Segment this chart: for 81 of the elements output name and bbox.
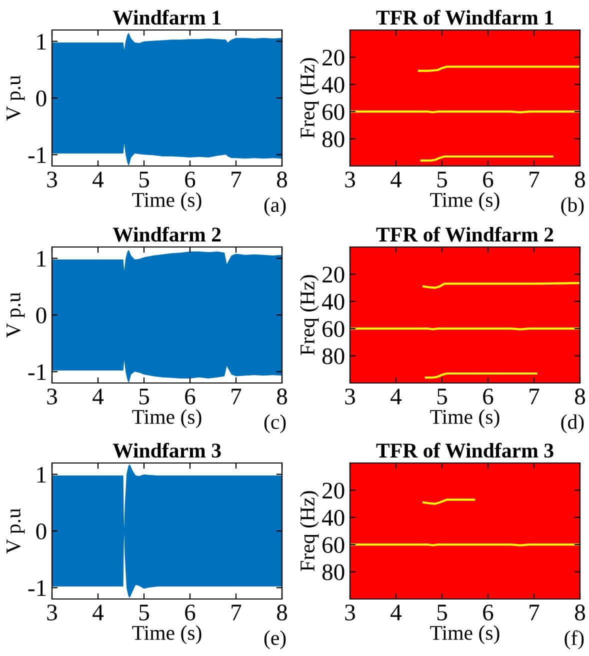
y-tick-label: -1 (28, 147, 46, 163)
y-axis-title: Freq (Hz) (300, 58, 319, 138)
y-tick-label: -1 (28, 580, 46, 596)
x-tick-label: 4 (390, 172, 402, 188)
x-tick-label: 4 (92, 172, 104, 188)
x-tick-label: 3 (345, 172, 355, 188)
x-axis-title: Time (s) (132, 409, 202, 428)
x-tick-label: 8 (276, 388, 288, 404)
y-tick-label: 60 (322, 104, 344, 120)
x-tick-label: 7 (232, 604, 242, 620)
y-tick-label: 80 (322, 131, 344, 148)
y-tick-label: 60 (322, 537, 344, 554)
x-tick-label: 4 (92, 604, 104, 620)
x-axis-title: Time (s) (430, 192, 500, 212)
chart-title: Windfarm 1 (112, 10, 220, 25)
x-tick-label: 5 (437, 388, 447, 404)
y-tick-label: 20 (322, 266, 344, 283)
chart-title: Windfarm 3 (112, 442, 221, 458)
x-tick-label: 6 (483, 388, 494, 404)
text: (f) (564, 630, 584, 650)
y-tick-label: 40 (322, 510, 344, 526)
y-axis-title: Freq (Hz) (300, 275, 319, 356)
chart-title: TFR of Windfarm 3 (376, 442, 554, 458)
y-axis-title: Freq (Hz) (300, 491, 319, 572)
y-tick-label: 1 (37, 34, 46, 50)
x-tick-label: 4 (92, 388, 104, 404)
x-tick-label: 4 (390, 604, 402, 620)
x-tick-label: 6 (185, 172, 196, 188)
x-tick-label: 8 (574, 388, 586, 404)
text: (a) (264, 197, 286, 216)
x-tick-label: 6 (185, 388, 196, 404)
y-tick-label: 1 (37, 466, 46, 483)
text: (d) (561, 414, 584, 434)
y-tick-label: 40 (322, 76, 344, 93)
y-axis-title: V p.u (6, 508, 25, 554)
x-tick-label: 4 (390, 388, 402, 404)
y-tick-label: 1 (37, 250, 46, 267)
text: (b) (561, 197, 584, 216)
x-tick-label: 8 (276, 172, 288, 188)
x-tick-label: 8 (276, 604, 288, 620)
y-axis-title: V p.u (6, 75, 25, 121)
y-tick-label: 80 (322, 348, 344, 364)
y-tick-label: 0 (36, 307, 46, 324)
y-tick-label: 80 (322, 564, 344, 580)
chart-title: TFR of Windfarm 2 (376, 226, 554, 242)
chart-title: Windfarm 2 (112, 226, 221, 242)
x-tick-label: 7 (530, 172, 540, 188)
x-tick-label: 8 (574, 172, 586, 188)
x-tick-label: 6 (185, 604, 196, 620)
x-tick-label: 6 (483, 172, 494, 188)
x-tick-label: 8 (574, 604, 586, 620)
y-tick-label: 20 (322, 50, 344, 66)
y-tick-label: 0 (36, 90, 46, 106)
x-tick-label: 5 (437, 172, 447, 188)
y-tick-label: 20 (322, 482, 344, 499)
x-axis-title: Time (s) (132, 625, 202, 644)
x-tick-label: 3 (47, 172, 57, 188)
chart-title: TFR of Windfarm 1 (376, 10, 553, 25)
x-tick-label: 3 (345, 388, 355, 404)
y-tick-label: -1 (28, 364, 46, 380)
x-tick-label: 5 (139, 388, 149, 404)
x-tick-label: 7 (530, 604, 540, 620)
x-tick-label: 7 (232, 388, 242, 404)
x-tick-label: 7 (530, 388, 540, 404)
x-axis-title: Time (s) (430, 625, 500, 644)
x-axis-title: Time (s) (430, 409, 500, 428)
x-tick-label: 6 (483, 604, 494, 620)
x-tick-label: 3 (47, 604, 57, 620)
x-tick-label: 3 (47, 388, 57, 404)
y-tick-label: 40 (322, 294, 344, 310)
x-tick-label: 5 (437, 604, 447, 620)
y-axis-title: V p.u (6, 292, 25, 338)
x-axis-title: Time (s) (132, 192, 202, 212)
y-tick-label: 0 (36, 523, 46, 540)
x-tick-label: 7 (232, 172, 242, 188)
text: (c) (264, 414, 286, 434)
y-tick-label: 60 (322, 321, 344, 338)
x-tick-label: 3 (345, 604, 355, 620)
text: (e) (264, 630, 286, 650)
x-tick-label: 5 (139, 172, 149, 188)
x-tick-label: 5 (139, 604, 149, 620)
